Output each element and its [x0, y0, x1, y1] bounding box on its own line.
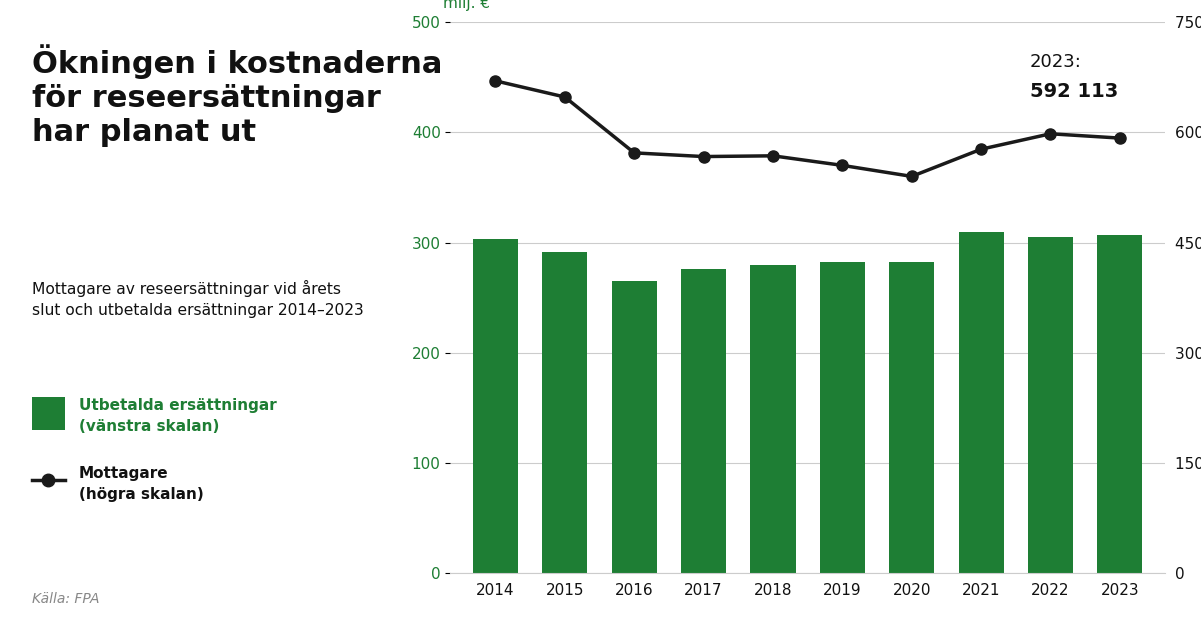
Text: (högra skalan): (högra skalan) — [79, 487, 203, 502]
Bar — [31, 397, 65, 430]
Bar — [889, 263, 934, 573]
Bar — [1098, 235, 1142, 573]
Bar — [611, 281, 657, 573]
Text: Mottagare av reseersättningar vid årets
slut och utbetalda ersättningar 2014–202: Mottagare av reseersättningar vid årets … — [31, 280, 363, 318]
Text: milj. €: milj. € — [443, 0, 490, 11]
Bar — [1028, 237, 1072, 573]
Text: 592 113: 592 113 — [1029, 83, 1118, 101]
Bar — [751, 265, 795, 573]
Bar — [820, 263, 865, 573]
Bar — [473, 239, 518, 573]
Text: 2023:: 2023: — [1029, 54, 1082, 71]
Text: Mottagare: Mottagare — [79, 466, 168, 481]
Bar — [543, 253, 587, 573]
Bar — [958, 232, 1004, 573]
Bar — [681, 269, 727, 573]
Text: Utbetalda ersättningar: Utbetalda ersättningar — [79, 398, 276, 413]
Text: Ökningen i kostnaderna
för reseersättningar
har planat ut: Ökningen i kostnaderna för reseersättnin… — [31, 44, 442, 147]
Text: Källa: FPA: Källa: FPA — [31, 592, 98, 606]
Text: (vänstra skalan): (vänstra skalan) — [79, 419, 220, 434]
